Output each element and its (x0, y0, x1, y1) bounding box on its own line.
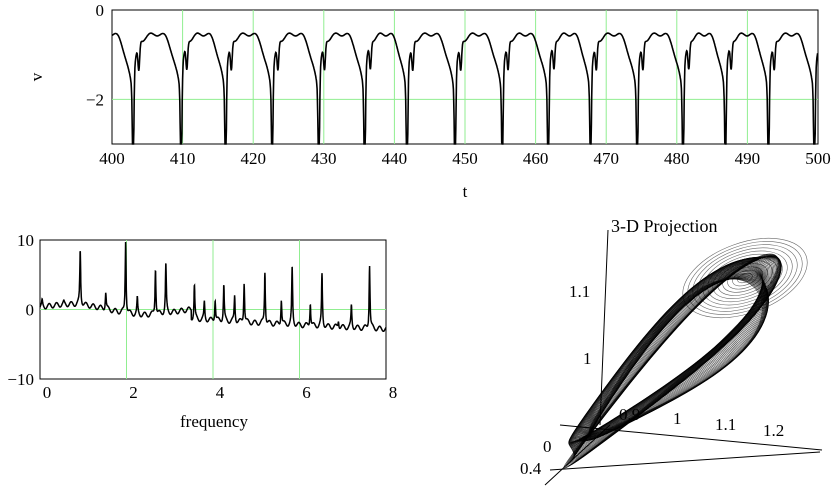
attractor-loop (581, 271, 767, 442)
attractor-loop (570, 263, 763, 443)
projection-tick-1.1: 1.1 (569, 282, 590, 301)
time-series-x-tick-label: 450 (452, 149, 478, 168)
projection-3d-chart: 3-D Projection 1.1 1 0.9 1 1.1 1.2 0 0.4 (520, 216, 823, 486)
time-series-x-label: t (463, 182, 468, 201)
time-series-chart: 400 410 420 430 440 450 460 470 480 490 500 0−2 t … (27, 1, 831, 201)
time-series-x-tick-label: 410 (170, 149, 196, 168)
attractor-loop (573, 256, 781, 457)
time-series-x-tick-label: 400 (99, 149, 125, 168)
time-series-x-tick-label: 500 (805, 149, 831, 168)
spectrum-x-tick-label: 4 (216, 383, 225, 402)
attractor-ring (687, 241, 803, 315)
time-series-y-ticks: 0 −2 (86, 1, 104, 109)
attractor-loop (572, 265, 764, 442)
spectrum-y-tick-label: 0 (26, 301, 35, 320)
attractor-loop (576, 267, 765, 442)
attractor-loop (588, 278, 763, 435)
attractor-ring (727, 266, 763, 290)
projection-tick-depth-1: 1 (673, 409, 682, 428)
spectrum-line (39, 241, 387, 333)
time-series-y-label: v (27, 72, 46, 81)
attractor-loop (579, 270, 767, 442)
attractor-ring (717, 260, 773, 296)
time-series-x-tick-label: 480 (664, 149, 690, 168)
attractor-ring (722, 263, 768, 293)
projection-3d-title: 3-D Projection (611, 216, 717, 236)
attractor-ring (682, 238, 808, 318)
attractor-ring (697, 247, 793, 309)
time-series-x-tick-label: 440 (382, 149, 408, 168)
projection-attractor (563, 238, 808, 469)
spectrum-y-tick-label: 10 (17, 231, 34, 250)
attractor-ring (737, 272, 753, 284)
spectrum-x-ticks: 0 2 4 6 8 (43, 383, 398, 402)
attractor-loop (569, 262, 763, 443)
attractor-loop (573, 256, 778, 454)
time-series-line (111, 32, 819, 145)
time-series-x-tick-label: 420 (240, 149, 266, 168)
projection-tick-depth-1.2: 1.2 (763, 421, 784, 440)
projection-tick-depth-1.1: 1.1 (715, 415, 736, 434)
spectrum-x-tick-label: 8 (389, 383, 398, 402)
time-series-y-tick-label: −2 (86, 90, 104, 109)
time-series-x-ticks: 400 410 420 430 440 450 460 470 480 490 500 (99, 149, 831, 168)
projection-tick-origin-0: 0 (543, 437, 552, 456)
time-series-x-tick-label: 460 (523, 149, 549, 168)
attractor-ring (712, 257, 778, 299)
projection-tick-origin-0.4: 0.4 (520, 459, 542, 478)
time-series-x-tick-label: 490 (735, 149, 761, 168)
spectrum-y-ticks: 10 0 −10 (7, 231, 34, 389)
attractor-loop (589, 278, 764, 436)
projection-tick-0.9: 0.9 (619, 405, 640, 424)
spectrum-chart: 0 2 4 6 8 10 0 −10 frequency (7, 231, 397, 431)
attractor-ring (732, 269, 758, 287)
attractor-loop (589, 278, 765, 436)
projection-tick-1: 1 (583, 349, 592, 368)
spectrum-x-tick-label: 2 (129, 383, 138, 402)
attractor-ring (702, 250, 788, 306)
attractor-ring (707, 253, 783, 303)
time-series-y-tick-label: 0 (96, 1, 105, 20)
spectrum-x-tick-label: 6 (302, 383, 311, 402)
spectrum-y-tick-label: −10 (7, 370, 34, 389)
attractor-loop (574, 266, 765, 442)
attractor-ring (692, 244, 798, 312)
spectrum-x-tick-label: 0 (43, 383, 52, 402)
spectrum-x-label: frequency (180, 412, 248, 431)
time-series-x-tick-label: 470 (593, 149, 619, 168)
attractor-loop (571, 264, 763, 443)
time-series-x-tick-label: 430 (311, 149, 337, 168)
projection-depth-axis (549, 451, 821, 471)
attractor-loop (573, 265, 764, 442)
